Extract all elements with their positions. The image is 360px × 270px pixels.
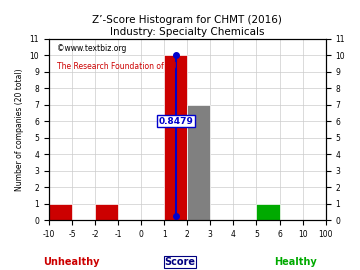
Text: Score: Score: [165, 257, 195, 267]
Text: Healthy: Healthy: [274, 257, 317, 267]
Title: Z’-Score Histogram for CHMT (2016)
Industry: Specialty Chemicals: Z’-Score Histogram for CHMT (2016) Indus…: [93, 15, 282, 37]
Bar: [256, 204, 279, 220]
Text: The Research Foundation of SUNY: The Research Foundation of SUNY: [57, 62, 187, 71]
Bar: [164, 55, 187, 220]
Bar: [49, 204, 72, 220]
Text: ©www.textbiz.org: ©www.textbiz.org: [57, 44, 127, 53]
Text: 0.8479: 0.8479: [158, 117, 193, 126]
Bar: [95, 204, 118, 220]
Y-axis label: Number of companies (20 total): Number of companies (20 total): [15, 68, 24, 191]
Text: Unhealthy: Unhealthy: [43, 257, 100, 267]
Bar: [187, 105, 210, 220]
